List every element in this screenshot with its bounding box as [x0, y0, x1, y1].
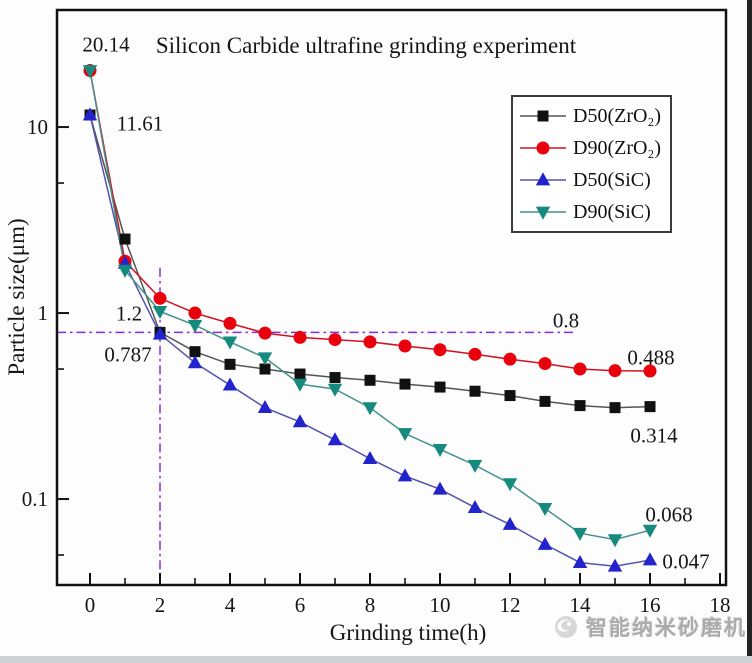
legend-square-marker-icon	[520, 110, 566, 122]
x-tick-label: 18	[710, 593, 731, 617]
x-tick-label: 16	[640, 593, 661, 617]
annotation-d90-initial: 20.14	[82, 32, 130, 57]
x-tick-label: 8	[365, 593, 376, 617]
annotation-d90zro2-final: 0.488	[627, 345, 675, 370]
annotation-d50-2h: 0.787	[104, 342, 152, 367]
x-tick-label: 4	[225, 593, 236, 617]
watermark-logo-icon	[555, 616, 577, 638]
legend-triangle-up-marker-icon	[520, 172, 566, 186]
x-tick-label: 10	[430, 593, 451, 617]
y-axis: 10 1 0.1	[22, 115, 69, 556]
annotation-d50-initial: 11.61	[116, 111, 164, 136]
image-bottom-border	[0, 656, 752, 663]
chart-title: Silicon Carbide ultrafine grinding exper…	[155, 33, 577, 58]
x-tick-label: 14	[570, 593, 592, 617]
watermark-text: 智能纳米砂磨机	[586, 617, 747, 640]
x-axis-title: Grinding time(h)	[329, 620, 487, 645]
image-right-border	[747, 0, 752, 663]
y-tick-label: 10	[27, 115, 48, 139]
y-axis-title: Particle size(μm)	[4, 218, 29, 376]
legend-label: D90(SiC)	[573, 200, 651, 223]
y-tick-label: 0.1	[22, 487, 48, 511]
y-tick-label: 1	[38, 301, 49, 325]
annotation-target-line: 0.8	[552, 308, 580, 333]
series-markers-d90-zro	[83, 64, 657, 378]
annotation-d90sic-final: 0.068	[645, 502, 693, 527]
x-tick-label: 12	[500, 593, 521, 617]
plot-frame	[55, 8, 728, 587]
annotation-d90zro2-2h: 1.2	[115, 301, 143, 326]
legend: D50(ZrO₂) D90(ZrO₂) D50(SiC) D90(SiC)	[511, 95, 672, 233]
watermark: 智能纳米砂磨机	[552, 612, 747, 642]
legend-circle-marker-icon	[520, 141, 566, 155]
legend-label: D50(SiC)	[573, 168, 651, 191]
crosshair-reference-lines	[57, 267, 577, 585]
legend-label: D50(ZrO₂)	[573, 104, 662, 127]
legend-item-d90-zro2: D90(ZrO₂)	[518, 135, 670, 161]
x-tick-label: 0	[85, 593, 96, 617]
legend-label: D90(ZrO₂)	[573, 136, 662, 159]
legend-item-d90-sic: D90(SiC)	[518, 199, 670, 225]
x-tick-label: 6	[295, 593, 306, 617]
x-axis: 0 2 4 6 8 10 12 14 16 18	[85, 573, 731, 617]
x-tick-label: 2	[155, 593, 166, 617]
annotation-d50zro2-final: 0.314	[630, 423, 678, 448]
series-markers-d90-sic	[82, 65, 658, 548]
legend-item-d50-sic: D50(SiC)	[518, 167, 670, 193]
legend-item-d50-zro2: D50(ZrO₂)	[518, 103, 670, 129]
annotation-d50sic-final: 0.047	[662, 549, 710, 574]
legend-triangle-down-marker-icon	[520, 206, 566, 220]
